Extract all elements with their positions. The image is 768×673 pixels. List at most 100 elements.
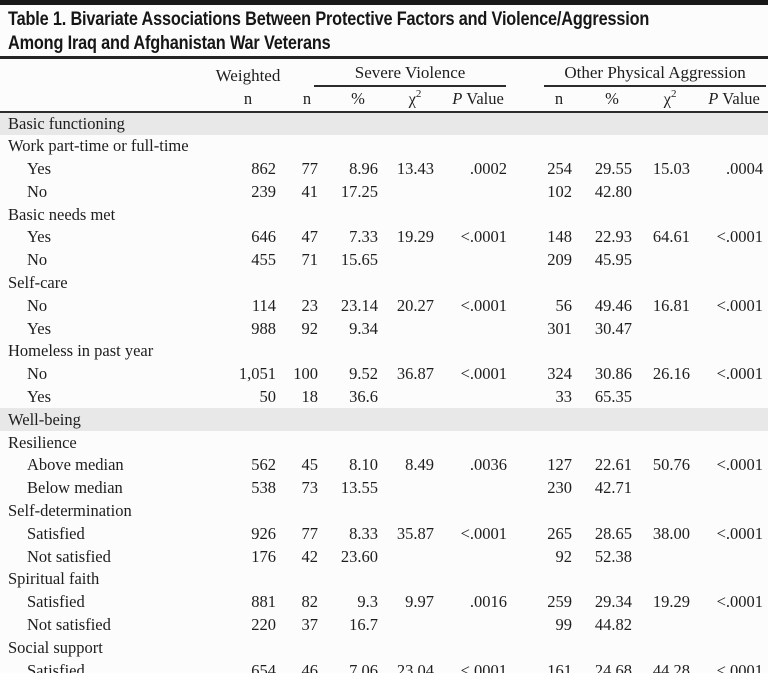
cell-sv-n: 46 [301, 660, 319, 673]
cell-sv-chi: 36.87 [396, 364, 434, 384]
row-gap [512, 454, 534, 477]
category-label: Homeless in past year [8, 341, 154, 361]
cell-opa-pct: 22.93 [594, 227, 633, 247]
row-label: Above median [27, 455, 124, 475]
row-label: Yes [27, 158, 52, 178]
cell-opa-n: 56 [555, 295, 573, 315]
cell-opa-chi [640, 180, 700, 203]
cell-opa-n: 99 [555, 614, 573, 634]
cell-sv-pct: 17.25 [340, 181, 378, 201]
row-label: Not satisfied [27, 546, 111, 566]
category-label: Work part-time or full-time [8, 136, 189, 156]
cell-opa-pct: 24.68 [594, 660, 633, 673]
cell-opa-pct: 28.65 [594, 523, 633, 543]
row-gap [512, 386, 534, 409]
data-row: Satisfied 654 46 7.06 23.04 <.0001 161 24.68 44.… [0, 659, 768, 673]
cell-sv-chi [386, 249, 444, 272]
cell-sv-chi [386, 317, 444, 340]
cell-sv-n: 45 [301, 455, 319, 475]
row-label: No [27, 295, 48, 315]
cell-sv-n: 92 [301, 318, 319, 338]
category-label: Basic needs met [8, 204, 116, 224]
data-row: Below median 538 73 13.55 230 42.71 [0, 477, 768, 500]
category-row: Resilience [0, 431, 768, 454]
cell-opa-p [700, 386, 768, 409]
col-header-opa-chi: χ2 [640, 87, 701, 113]
col-header-sv-pct: % [330, 87, 386, 113]
p-value-word: Value [722, 89, 760, 108]
row-gap [512, 180, 534, 203]
row-label: Satisfied [27, 660, 85, 673]
data-row: Yes 50 18 36.6 33 65.35 [0, 386, 768, 409]
cell-opa-chi [640, 614, 700, 637]
cell-sv-n: 41 [301, 181, 319, 201]
cell-weighted-n: 1,051 [238, 364, 276, 384]
category-label: Social support [8, 637, 103, 657]
cell-weighted-n: 862 [251, 158, 276, 178]
cell-opa-pct: 22.61 [594, 455, 633, 475]
category-row: Homeless in past year [0, 340, 768, 363]
p-symbol: P [452, 89, 463, 108]
cell-sv-p [444, 317, 512, 340]
cell-sv-pct: 16.7 [349, 614, 378, 634]
other-physical-aggression-spanner: Other Physical Aggression [534, 59, 768, 87]
cell-weighted-n: 988 [251, 318, 276, 338]
table-body: Basic functioning Work part-time or full-… [0, 112, 768, 673]
cell-opa-p: <.0001 [716, 227, 764, 247]
cell-sv-n: 100 [293, 364, 318, 384]
cell-opa-n: 92 [555, 546, 573, 566]
category-row: Social support [0, 636, 768, 659]
header-gap [512, 59, 534, 87]
cell-opa-p: <.0001 [716, 592, 764, 612]
cell-weighted-n: 654 [251, 660, 276, 673]
cell-sv-chi [386, 386, 444, 409]
section-row: Well-being [0, 408, 768, 432]
col-header-opa-n: n [534, 87, 585, 113]
cell-opa-p [700, 477, 768, 500]
bivariate-associations-table: Weighted Severe Violence Other Physical … [0, 59, 768, 673]
col-header-blank [0, 59, 212, 87]
cell-opa-pct: 49.46 [594, 295, 633, 315]
cell-sv-chi: 23.04 [396, 660, 434, 673]
data-row: Yes 646 47 7.33 19.29 <.0001 148 22.93 64.61 <.00… [0, 226, 768, 249]
row-gap [512, 226, 534, 249]
header-subcolumn-row: n n % χ2 P Value n % χ2 P Value [0, 87, 768, 113]
cell-opa-n: 102 [547, 181, 573, 201]
row-gap [512, 249, 534, 272]
cell-sv-n: 47 [301, 227, 319, 247]
row-gap [512, 317, 534, 340]
cell-opa-pct: 42.71 [594, 478, 633, 498]
cell-weighted-n: 926 [251, 523, 276, 543]
cell-opa-n: 230 [547, 478, 573, 498]
cell-opa-pct: 30.86 [594, 364, 633, 384]
row-gap [512, 591, 534, 614]
data-row: Not satisfied 220 37 16.7 99 44.82 [0, 614, 768, 637]
cell-opa-pct: 30.47 [594, 318, 633, 338]
category-label: Resilience [8, 432, 77, 452]
row-label: Satisfied [27, 523, 85, 543]
chi-symbol: χ [408, 89, 416, 109]
cell-opa-chi [640, 249, 700, 272]
row-gap [512, 545, 534, 568]
col-header-weighted: Weighted [215, 66, 281, 85]
category-row: Basic needs met [0, 203, 768, 226]
severe-violence-spanner: Severe Violence [284, 59, 512, 87]
header-gap2 [512, 87, 535, 113]
cell-opa-p [700, 545, 768, 568]
category-row: Self-care [0, 272, 768, 295]
category-label: Self-determination [8, 500, 132, 520]
cell-opa-pct: 52.38 [594, 546, 633, 566]
row-gap [512, 614, 534, 637]
cell-sv-n: 23 [301, 295, 319, 315]
cell-sv-n: 37 [301, 614, 319, 634]
top-rule [0, 0, 768, 5]
cell-opa-n: 33 [555, 386, 573, 406]
cell-sv-chi: 20.27 [396, 295, 434, 315]
cell-sv-p: .0016 [469, 592, 508, 612]
cell-sv-pct: 9.52 [349, 364, 378, 384]
row-label: No [27, 181, 48, 201]
cell-sv-p: <.0001 [460, 523, 508, 543]
header-group-row: Weighted Severe Violence Other Physical … [0, 59, 768, 87]
p-value-word: Value [466, 89, 504, 108]
col-header-sv-chi: χ2 [386, 87, 444, 113]
